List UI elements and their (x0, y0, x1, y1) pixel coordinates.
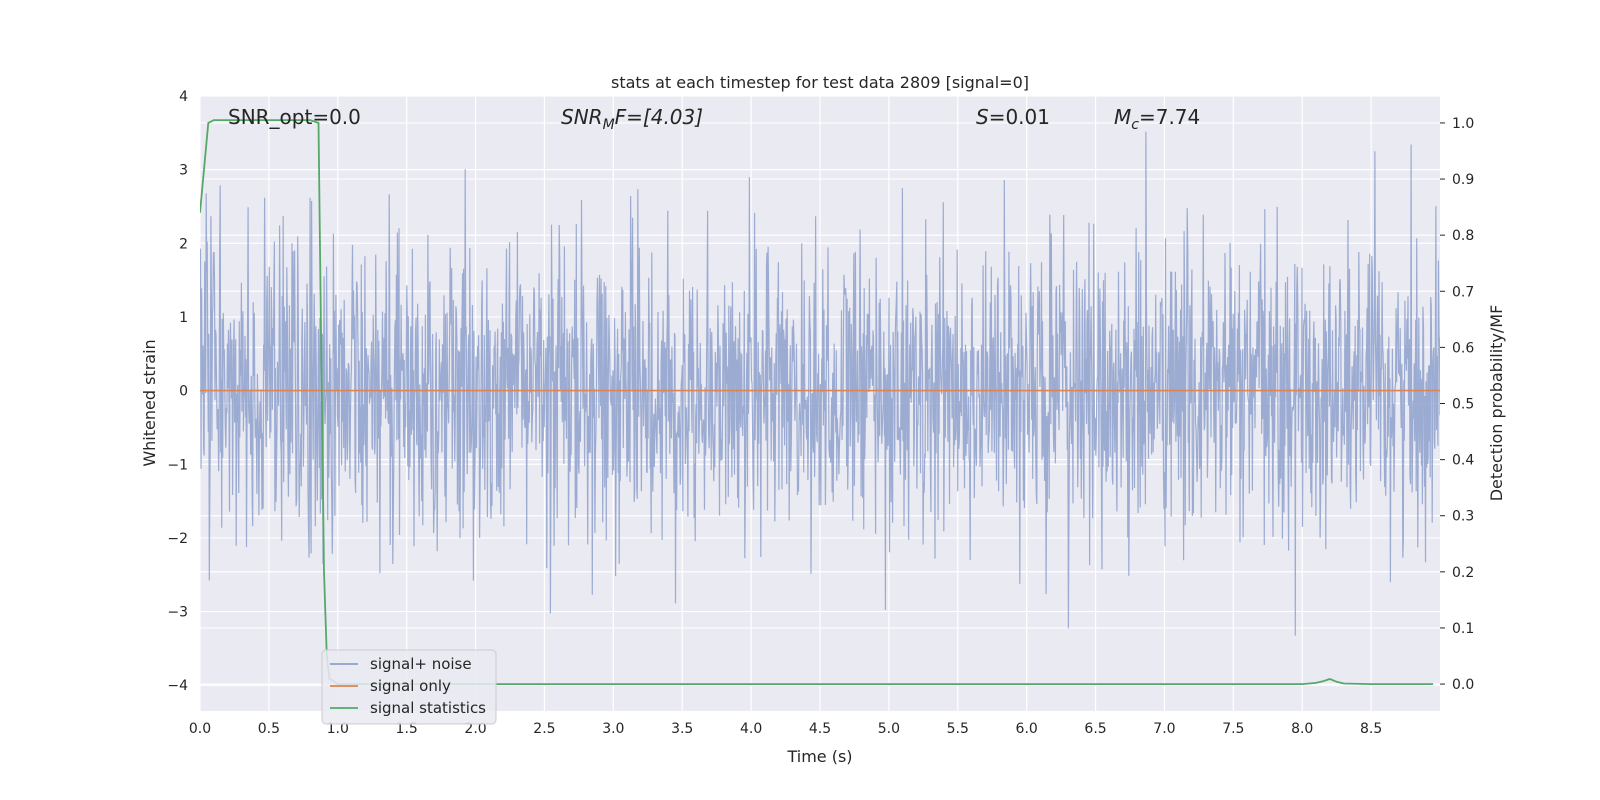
y2-tick-label: 0.1 (1452, 621, 1474, 637)
y-tick-label: 1 (179, 310, 188, 326)
y2-tick-label: 0.7 (1452, 284, 1474, 300)
x-tick-label: 4.0 (740, 721, 762, 737)
y2-tick-label: 0.2 (1452, 565, 1474, 581)
y2-tick-label: 0.3 (1452, 509, 1474, 525)
mc-base: M (1114, 105, 1131, 129)
snr-mf-sub: M (603, 117, 615, 133)
y2-tick-label: 0.0 (1452, 677, 1474, 693)
x-axis-label: Time (s) (786, 747, 852, 766)
s-value: =0.01 (989, 105, 1050, 129)
y2-tick-label: 0.9 (1452, 172, 1474, 188)
x-tick-label: 8.0 (1291, 721, 1313, 737)
y2-tick-label: 0.6 (1452, 340, 1474, 356)
x-tick-label: 5.5 (947, 721, 969, 737)
legend: signal+ noise signal only signal statist… (321, 649, 497, 725)
y2-tick-labels: 1.0 0.9 0.8 0.7 0.6 0.5 0.4 0.3 0.2 0.1 0.0 (1440, 116, 1474, 693)
x-tick-label: 7.5 (1222, 721, 1244, 737)
y2-tick-label: 0.8 (1452, 228, 1474, 244)
x-tick-label: 2.5 (533, 721, 555, 737)
snr-mf-base: SNR (561, 105, 603, 129)
y-tick-label: 3 (179, 163, 188, 179)
y-axis-label: Whitened strain (140, 339, 159, 466)
x-tick-label: 1.5 (396, 721, 418, 737)
x-tick-label: 0.5 (258, 721, 280, 737)
y-tick-labels: 4 3 2 1 0 −1 −2 −3 −4 (167, 89, 188, 694)
x-tick-label: 5.0 (878, 721, 900, 737)
y-tick-label: −1 (167, 457, 188, 473)
mc-annotation: Mc=7.74 (1114, 105, 1200, 133)
y-tick-label: −2 (167, 531, 188, 547)
y-tick-label: −3 (167, 605, 188, 621)
y2-axis-label: Detection probability/MF (1487, 305, 1506, 502)
y-tick-label: −4 (167, 678, 188, 694)
mc-sub: c (1131, 117, 1139, 133)
x-tick-label: 6.0 (1016, 721, 1038, 737)
legend-label-signal-only: signal only (370, 677, 451, 695)
mc-value: =7.74 (1139, 105, 1200, 129)
y-tick-label: 2 (179, 236, 188, 252)
y2-tick-label: 0.5 (1452, 397, 1474, 413)
x-tick-label: 7.0 (1153, 721, 1175, 737)
snr-mf-annotation: SNRMF=[4.03] (561, 105, 703, 133)
y-tick-label: 4 (179, 89, 188, 105)
snr-opt-annotation: SNR_opt=0.0 (228, 105, 361, 129)
x-tick-label: 3.0 (602, 721, 624, 737)
s-annotation: S=0.01 (976, 105, 1050, 129)
x-tick-label: 3.5 (671, 721, 693, 737)
snr-mf-rest: F=[4.03] (615, 105, 703, 129)
x-tick-label: 4.5 (809, 721, 831, 737)
legend-label-signal-noise: signal+ noise (370, 655, 472, 673)
signal-noise-line (200, 131, 1440, 636)
legend-box (321, 649, 497, 725)
y2-tick-label: 0.4 (1452, 453, 1474, 469)
legend-label-signal-statistics: signal statistics (370, 699, 486, 717)
chart-title: stats at each timestep for test data 280… (611, 73, 1029, 92)
x-tick-label: 2.0 (464, 721, 486, 737)
x-tick-label: 0.0 (189, 721, 211, 737)
x-tick-label: 8.5 (1360, 721, 1382, 737)
y2-tick-label: 1.0 (1452, 116, 1474, 132)
x-tick-label: 1.0 (327, 721, 349, 737)
x-tick-labels: 0.0 0.5 1.0 1.5 2.0 2.5 3.0 3.5 4.0 4.5 5.0 5.5 6.0 6… (189, 721, 1382, 737)
x-tick-label: 6.5 (1084, 721, 1106, 737)
s-symbol: S (976, 105, 989, 129)
signal-noise-series (200, 131, 1440, 636)
y-tick-label: 0 (179, 384, 188, 400)
